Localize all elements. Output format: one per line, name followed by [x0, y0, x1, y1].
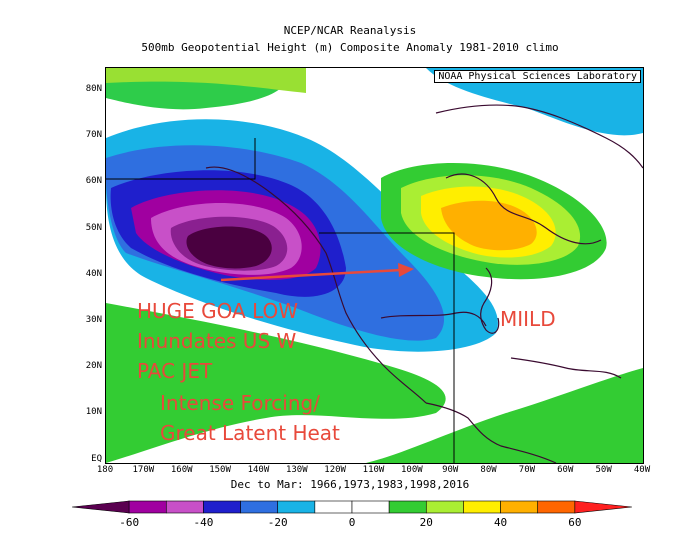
coastlines	[205, 104, 643, 463]
lon-label: 60W	[557, 465, 574, 475]
lon-label: 160W	[170, 465, 193, 475]
colorbar-swatch	[128, 500, 167, 514]
arctic-blue	[426, 68, 643, 136]
colorbar-swatch	[314, 500, 353, 514]
map-panel: NOAA Physical Sciences Laboratory	[105, 67, 644, 464]
colorbar-swatch	[500, 500, 539, 514]
lon-label: 120W	[324, 465, 346, 475]
credit-label: NOAA Physical Sciences Laboratory	[434, 70, 641, 83]
region-boxes	[106, 138, 455, 463]
subtropical-green	[106, 303, 446, 463]
annotation-latent: Great Latent Heat	[160, 421, 340, 445]
title-line-1: NCEP/NCAR Reanalysis	[283, 24, 417, 37]
lat-label: 20N	[85, 361, 102, 372]
lon-label: 150W	[209, 465, 231, 475]
colorbar-swatch	[165, 500, 204, 514]
lat-label: 70N	[85, 130, 102, 141]
lat-label: EQ	[91, 453, 102, 464]
lat-label: 60N	[85, 176, 102, 187]
colorbar-swatch	[277, 500, 316, 514]
lon-label: 130W	[285, 465, 308, 475]
colorbar-swatch	[203, 500, 241, 514]
colorbar-label: 0	[348, 516, 356, 529]
lon-label: 50W	[595, 465, 612, 475]
annotation-mild: MIILD	[500, 307, 556, 331]
colorbar-label: -60	[119, 516, 140, 529]
lon-label: 110W	[362, 465, 385, 475]
lon-label: 90W	[442, 465, 459, 475]
lon-label: 40W	[633, 465, 651, 475]
lat-label: 50N	[85, 222, 102, 233]
lat-label: 30N	[85, 315, 102, 325]
colorbar-swatch	[574, 500, 632, 514]
jet-arrow	[220, 263, 414, 282]
date-range-label: Dec to Mar: 1966,1973,1983,1998,2016	[230, 478, 470, 491]
annotation-forcing: Intense Forcing/	[160, 391, 320, 415]
colorbar-swatch	[388, 500, 427, 514]
colorbar	[72, 500, 632, 514]
colorbar-label: 20	[419, 516, 433, 529]
lon-label: 100W	[401, 465, 423, 475]
lon-label: 180	[96, 465, 114, 475]
colorbar-swatch	[537, 500, 576, 514]
colorbar-label: -20	[267, 516, 288, 529]
annotation-goa-low: HUGE GOA LOW	[137, 299, 299, 323]
polar-yellowgreen	[106, 68, 306, 93]
lat-label: 40N	[85, 268, 102, 279]
lon-label: 70W	[518, 465, 536, 475]
lon-label: 170W	[132, 465, 155, 475]
trough-core	[186, 226, 272, 269]
colorbar-swatch	[240, 500, 279, 514]
lon-label: 140W	[247, 465, 270, 475]
annotation-pac-jet: PAC JET	[137, 359, 213, 383]
anomaly-map	[106, 68, 643, 463]
colorbar-label: 60	[568, 516, 582, 529]
colorbar-swatch	[351, 500, 390, 514]
lat-label: 80N	[85, 84, 102, 94]
colorbar-swatch	[72, 500, 130, 514]
colorbar-swatch	[425, 500, 464, 514]
title-line-2: 500mb Geopotential Height (m) Composite …	[141, 41, 559, 54]
colorbar-label: 40	[493, 516, 508, 529]
colorbar-label: -40	[193, 516, 214, 529]
colorbar-swatch	[463, 500, 501, 514]
tropical-green	[106, 368, 643, 463]
lon-label: 80W	[480, 465, 497, 475]
annotation-inundates: Inundates US W	[137, 329, 297, 353]
lat-label: 10N	[85, 407, 102, 418]
